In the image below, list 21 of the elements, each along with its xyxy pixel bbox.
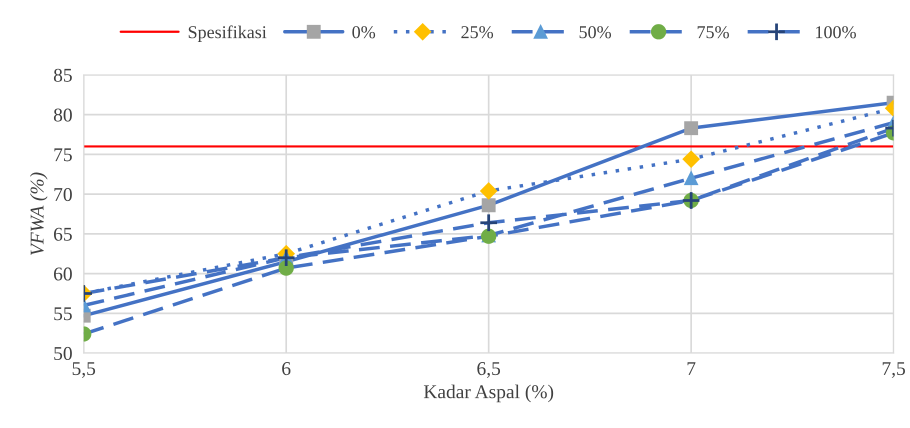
x-tick-label: 6,5 <box>477 362 500 378</box>
legend-label: 25% <box>461 26 494 38</box>
x-tick-label: 6 <box>282 362 290 376</box>
y-tick-label: 75 <box>54 148 72 162</box>
y-tick-label: 65 <box>54 228 72 241</box>
legend-label: 50% <box>580 26 612 38</box>
y-tick-label: 80 <box>54 108 72 122</box>
x-axis-title: Kadar Aspal (%) <box>424 384 554 402</box>
legend-label: 75% <box>698 26 729 38</box>
x-tick-label: 7 <box>688 362 696 375</box>
y-tick-label: 70 <box>54 188 72 202</box>
x-tick-label: 5,5 <box>72 362 96 378</box>
y-tick-label: 50 <box>54 346 72 360</box>
x-tick-label: 7,5 <box>882 362 906 378</box>
legend-label: 100% <box>816 26 856 38</box>
y-tick-label: 60 <box>54 267 72 281</box>
legend-label: Spesifikasi <box>188 25 266 42</box>
y-tick-label: 55 <box>54 307 72 320</box>
legend-label: 0% <box>352 26 376 38</box>
y-tick-label: 85 <box>54 68 72 82</box>
y-axis-title: VFWA (%) <box>30 172 48 256</box>
